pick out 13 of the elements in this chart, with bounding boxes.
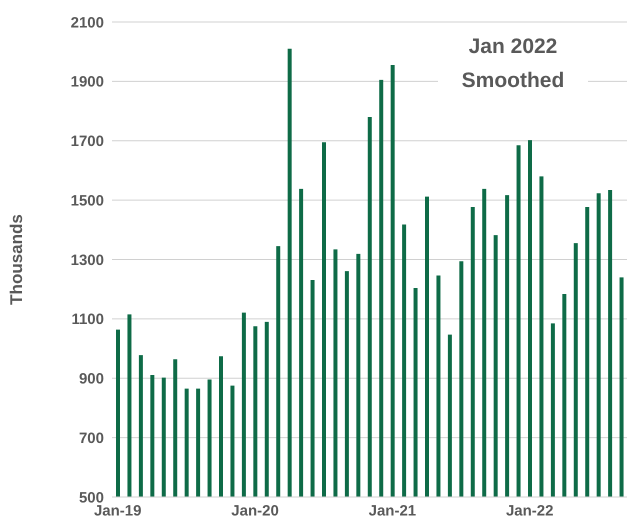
x-tick-label: Jan-20 — [231, 502, 279, 520]
y-tick-label: 900 — [78, 370, 104, 388]
y-tick-label: 1500 — [70, 192, 104, 210]
y-axis-title: Thousands — [7, 214, 26, 305]
y-tick-label: 2100 — [70, 14, 104, 32]
annotation: Jan 2022 Smoothed — [438, 30, 588, 98]
y-tick-label: 1900 — [70, 74, 104, 91]
x-tick-label: Jan-21 — [368, 502, 416, 520]
y-tick-label: 1100 — [71, 311, 104, 328]
y-tick-label: 1300 — [70, 252, 104, 269]
y-tick-label: 700 — [78, 430, 104, 447]
x-tick-label: Jan-22 — [506, 502, 554, 520]
y-tick-label: 1700 — [70, 133, 104, 150]
